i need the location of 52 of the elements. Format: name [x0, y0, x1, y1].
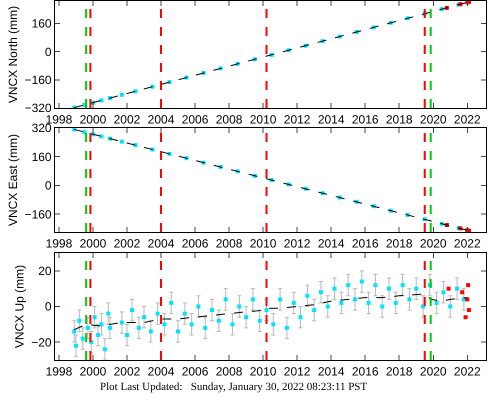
x-tick-label: 1998	[46, 236, 73, 250]
x-tick-label: 2020	[420, 364, 447, 378]
x-tick-label: 2006	[182, 112, 209, 126]
x-tick-label: 2004	[148, 236, 175, 250]
x-tick-label: 2016	[352, 112, 379, 126]
x-tick-label: 2016	[352, 236, 379, 250]
x-tick-label: 2006	[182, 364, 209, 378]
x-tick-label: 2002	[114, 364, 141, 378]
x-tick-label: 2010	[250, 236, 277, 250]
y-tick-label: 160	[32, 150, 52, 164]
y-tick-label: −320	[24, 101, 52, 116]
y-tick-label: −160	[24, 207, 52, 222]
x-tick-label: 2014	[318, 236, 345, 250]
x-tick-label: 2004	[148, 112, 175, 126]
x-tick-label: 2022	[454, 364, 481, 378]
x-tick-label: 2002	[114, 112, 141, 126]
x-tick-label: 2010	[250, 364, 277, 378]
x-tick-label: 2012	[284, 236, 311, 250]
x-tick-label: 2004	[148, 364, 175, 378]
x-tick-label: 2018	[386, 236, 413, 250]
y-tick-label: 160	[32, 16, 52, 31]
x-tick-label: 2008	[216, 236, 243, 250]
x-tick-label: 2006	[182, 236, 209, 250]
x-tick-label: 2008	[216, 112, 243, 126]
y-axis-title: VNCX Up (mm)	[12, 264, 27, 348]
y-axis-title: VNCX North (mm)	[6, 6, 20, 104]
x-tick-label: 2010	[250, 112, 277, 126]
y-axis-title: VNCX East (mm)	[6, 134, 20, 226]
y-tick-label: 0	[44, 300, 52, 314]
y-tick-label: −160	[24, 73, 52, 88]
y-tick-label: 20	[38, 264, 52, 278]
x-tick-label: 2018	[386, 112, 413, 126]
y-tick-label: −20	[31, 335, 52, 350]
x-tick-label: 2022	[454, 236, 481, 250]
y-tick-label: 0	[44, 178, 52, 193]
x-tick-label: 2020	[420, 112, 447, 126]
x-tick-label: 2000	[80, 112, 107, 126]
x-tick-label: 2000	[80, 364, 107, 378]
x-tick-label: 2016	[352, 364, 379, 378]
x-tick-label: 2012	[284, 364, 311, 378]
y-tick-label: 0	[44, 44, 52, 59]
x-tick-label: 2008	[216, 364, 243, 378]
text: Plot Last Updated: Sunday, January 30, 2022 08:23:11 PST	[100, 381, 368, 393]
x-tick-label: 2012	[284, 112, 311, 126]
x-tick-label: 2014	[318, 364, 345, 378]
x-tick-label: 2018	[386, 364, 413, 378]
x-tick-label: 2000	[80, 236, 107, 250]
x-tick-label: 1998	[46, 364, 73, 378]
x-tick-label: 2020	[420, 236, 447, 250]
x-tick-label: 2014	[318, 112, 345, 126]
x-tick-label: 2002	[114, 236, 141, 250]
x-tick-label: 2022	[454, 112, 481, 126]
